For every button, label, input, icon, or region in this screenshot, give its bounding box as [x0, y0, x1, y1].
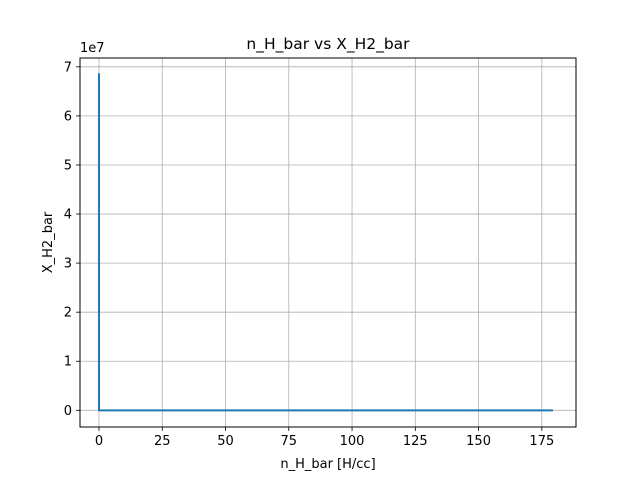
x-tick-label: 0	[95, 434, 103, 449]
chart-title: n_H_bar vs X_H2_bar	[246, 35, 410, 54]
y-tick-label: 6	[64, 109, 72, 124]
x-tick-label: 175	[529, 434, 554, 449]
series-line	[97, 73, 553, 412]
y-tick-label: 3	[64, 257, 72, 272]
x-axis-label: n_H_bar [H/cc]	[280, 457, 375, 472]
ticks: 0 25 50 75 100 125 150 175 0 1 2 3 4 5 6 7	[64, 60, 555, 449]
y-tick-label: 1	[64, 355, 72, 370]
y-tick-label: 0	[64, 404, 72, 419]
y-axis-offset-label: 1e7	[80, 41, 105, 56]
y-tick-label: 2	[64, 306, 72, 321]
y-tick-label: 7	[64, 60, 72, 75]
series-layer	[97, 73, 553, 412]
x-tick-label: 150	[466, 434, 491, 449]
x-tick-label: 25	[154, 434, 171, 449]
y-tick-label: 4	[64, 208, 72, 223]
x-tick-label: 100	[340, 434, 365, 449]
x-tick-label: 125	[403, 434, 428, 449]
y-axis-label: X_H2_bar	[41, 211, 56, 273]
grid	[80, 58, 576, 427]
y-tick-label: 5	[64, 158, 72, 173]
x-tick-label: 50	[217, 434, 234, 449]
x-tick-label: 75	[281, 434, 298, 449]
plot-frame	[79, 57, 577, 428]
